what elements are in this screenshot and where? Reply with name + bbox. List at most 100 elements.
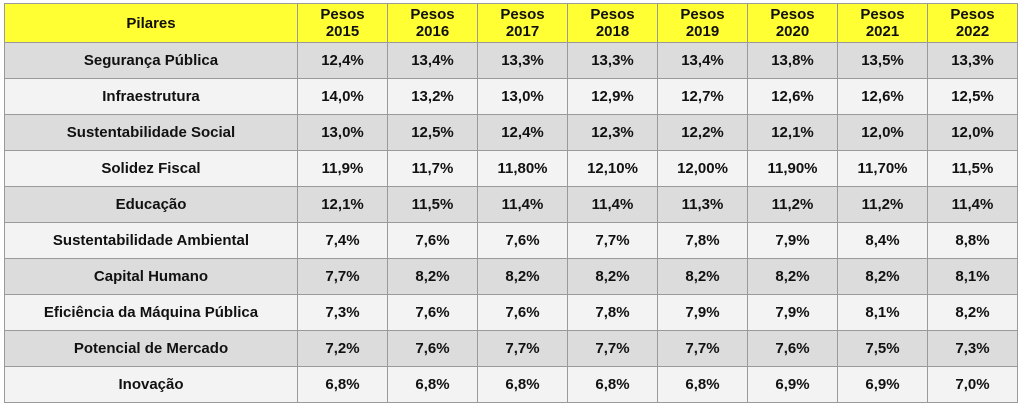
- pilar-cell: Educação: [4, 186, 298, 223]
- value-cell: 12,1%: [747, 114, 838, 151]
- value-cell: 7,3%: [927, 330, 1018, 367]
- header-year-label: Pesos: [320, 6, 365, 23]
- value-cell: 8,4%: [837, 222, 928, 259]
- value-cell: 13,3%: [927, 42, 1018, 79]
- header-year-label: Pesos: [410, 6, 455, 23]
- value-cell: 13,4%: [657, 42, 748, 79]
- value-cell: 8,2%: [387, 258, 478, 295]
- value-cell: 12,5%: [927, 78, 1018, 115]
- value-cell: 12,10%: [567, 150, 658, 187]
- value-cell: 8,2%: [837, 258, 928, 295]
- value-cell: 12,2%: [657, 114, 748, 151]
- pilar-cell: Sustentabilidade Ambiental: [4, 222, 298, 259]
- table-row: Eficiência da Máquina Pública 7,3% 7,6% 7,6…: [4, 294, 1018, 331]
- table-row: Capital Humano 7,7% 8,2% 8,2% 8,2% 8,2% 8,2% 8,…: [4, 258, 1018, 295]
- header-year-2019: Pesos 2019: [657, 3, 748, 43]
- value-cell: 7,6%: [477, 294, 568, 331]
- table-header: Pilares Pesos 2015 Pesos 2016 Pesos 2017 Pe…: [4, 3, 1018, 43]
- value-cell: 12,4%: [297, 42, 388, 79]
- header-year-label: Pesos: [770, 6, 815, 23]
- value-cell: 6,9%: [747, 366, 838, 403]
- value-cell: 13,3%: [567, 42, 658, 79]
- header-year-2018: Pesos 2018: [567, 3, 658, 43]
- value-cell: 12,9%: [567, 78, 658, 115]
- value-cell: 8,2%: [657, 258, 748, 295]
- value-cell: 13,5%: [837, 42, 928, 79]
- pilar-cell: Potencial de Mercado: [4, 330, 298, 367]
- header-year-value: 2016: [415, 23, 450, 40]
- value-cell: 11,90%: [747, 150, 838, 187]
- table-row: Sustentabilidade Social 13,0% 12,5% 12,4% 12…: [4, 114, 1018, 151]
- header-year-2017: Pesos 2017: [477, 3, 568, 43]
- pilar-cell: Inovação: [4, 366, 298, 403]
- header-year-value: 2020: [775, 23, 810, 40]
- header-year-2021: Pesos 2021: [837, 3, 928, 43]
- value-cell: 7,0%: [927, 366, 1018, 403]
- value-cell: 13,8%: [747, 42, 838, 79]
- header-year-label: Pesos: [680, 6, 725, 23]
- pilar-cell: Eficiência da Máquina Pública: [4, 294, 298, 331]
- value-cell: 7,7%: [297, 258, 388, 295]
- header-year-label: Pesos: [500, 6, 545, 23]
- value-cell: 13,0%: [477, 78, 568, 115]
- value-cell: 7,6%: [387, 222, 478, 259]
- value-cell: 6,8%: [387, 366, 478, 403]
- pilar-cell: Infraestrutura: [4, 78, 298, 115]
- value-cell: 11,5%: [387, 186, 478, 223]
- value-cell: 6,8%: [477, 366, 568, 403]
- header-row: Pilares Pesos 2015 Pesos 2016 Pesos 2017 Pe…: [4, 3, 1018, 43]
- value-cell: 7,6%: [387, 294, 478, 331]
- pilar-cell: Solidez Fiscal: [4, 150, 298, 187]
- value-cell: 11,4%: [477, 186, 568, 223]
- value-cell: 11,5%: [927, 150, 1018, 187]
- value-cell: 12,5%: [387, 114, 478, 151]
- value-cell: 8,2%: [477, 258, 568, 295]
- pilar-cell: Sustentabilidade Social: [4, 114, 298, 151]
- table-row: Educação 12,1% 11,5% 11,4% 11,4% 11,3% 11,2% 11…: [4, 186, 1018, 223]
- value-cell: 7,9%: [747, 222, 838, 259]
- value-cell: 12,7%: [657, 78, 748, 115]
- header-year-label: Pesos: [950, 6, 995, 23]
- table-body: Segurança Pública 12,4% 13,4% 13,3% 13,3% 13,…: [4, 42, 1018, 403]
- header-year-value: 2019: [685, 23, 720, 40]
- value-cell: 7,8%: [657, 222, 748, 259]
- table-row: Potencial de Mercado 7,2% 7,6% 7,7% 7,7% 7,7%…: [4, 330, 1018, 367]
- value-cell: 11,4%: [567, 186, 658, 223]
- header-year-label: Pesos: [860, 6, 905, 23]
- value-cell: 11,9%: [297, 150, 388, 187]
- header-year-value: 2022: [955, 23, 990, 40]
- value-cell: 7,3%: [297, 294, 388, 331]
- value-cell: 13,0%: [297, 114, 388, 151]
- table-row: Sustentabilidade Ambiental 7,4% 7,6% 7,6% 7,…: [4, 222, 1018, 259]
- value-cell: 8,2%: [927, 294, 1018, 331]
- value-cell: 7,7%: [567, 222, 658, 259]
- value-cell: 12,3%: [567, 114, 658, 151]
- value-cell: 12,6%: [747, 78, 838, 115]
- value-cell: 11,7%: [387, 150, 478, 187]
- header-pilares: Pilares: [4, 3, 298, 43]
- value-cell: 7,7%: [477, 330, 568, 367]
- table-row: Infraestrutura 14,0% 13,2% 13,0% 12,9% 12,7% 1…: [4, 78, 1018, 115]
- value-cell: 6,8%: [567, 366, 658, 403]
- value-cell: 7,8%: [567, 294, 658, 331]
- table-row: Segurança Pública 12,4% 13,4% 13,3% 13,3% 13,…: [4, 42, 1018, 79]
- header-year-value: 2017: [505, 23, 540, 40]
- value-cell: 13,4%: [387, 42, 478, 79]
- table-row: Solidez Fiscal 11,9% 11,7% 11,80% 12,10% 12,0…: [4, 150, 1018, 187]
- value-cell: 11,2%: [837, 186, 928, 223]
- value-cell: 12,1%: [297, 186, 388, 223]
- value-cell: 11,70%: [837, 150, 928, 187]
- value-cell: 12,0%: [927, 114, 1018, 151]
- value-cell: 11,3%: [657, 186, 748, 223]
- value-cell: 8,2%: [567, 258, 658, 295]
- value-cell: 13,2%: [387, 78, 478, 115]
- header-year-2015: Pesos 2015: [297, 3, 388, 43]
- value-cell: 6,8%: [297, 366, 388, 403]
- value-cell: 8,8%: [927, 222, 1018, 259]
- header-year-2020: Pesos 2020: [747, 3, 838, 43]
- header-year-value: 2018: [595, 23, 630, 40]
- value-cell: 7,6%: [477, 222, 568, 259]
- pilar-cell: Segurança Pública: [4, 42, 298, 79]
- header-year-2022: Pesos 2022: [927, 3, 1018, 43]
- value-cell: 7,9%: [657, 294, 748, 331]
